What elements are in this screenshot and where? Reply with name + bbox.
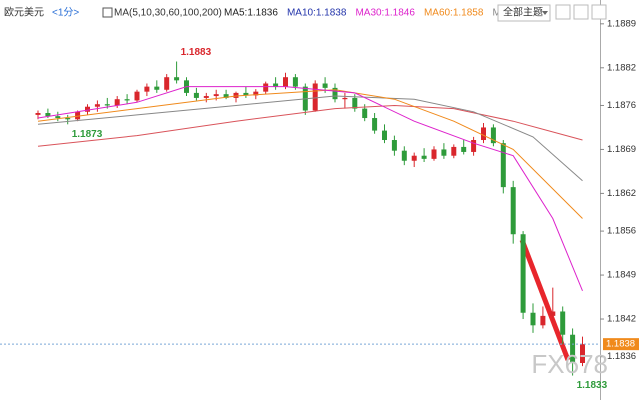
y-tick-label: 1.1856 (607, 226, 636, 237)
candle-body (372, 118, 378, 131)
y-tick-label: 1.1842 (607, 314, 636, 325)
candle-body (94, 104, 100, 107)
extreme-label: 1.1833 (577, 380, 608, 391)
candle-body (401, 150, 407, 161)
last-price-box (603, 338, 639, 351)
candle-body (124, 99, 130, 101)
candle-body (85, 106, 90, 112)
candle-body (490, 127, 496, 144)
y-tick-label: 1.1882 (607, 62, 636, 73)
extreme-label: 1.1883 (181, 47, 212, 58)
candle-body (193, 92, 199, 98)
candle-body (253, 91, 259, 96)
candle-body (164, 77, 170, 90)
ma-value: MA30:1.1846 (355, 8, 415, 19)
ma-value: MA5:1.1836 (224, 8, 278, 19)
period[interactable]: <1分> (52, 7, 79, 19)
candle-body (233, 92, 239, 98)
candle-body (520, 234, 526, 313)
candle-body (114, 99, 120, 106)
fullscreen-button[interactable] (591, 4, 607, 20)
candle-body (223, 94, 229, 98)
candle-body (134, 91, 140, 101)
candle-body (273, 83, 279, 87)
y-tick-label: 1.1836 (607, 351, 636, 362)
indicator-icon[interactable] (102, 7, 113, 18)
candle-body (560, 311, 566, 335)
ma-line (37, 89, 583, 219)
candle-body (382, 130, 387, 141)
candle-body (352, 97, 358, 109)
candle-body (154, 86, 160, 90)
candle-body (35, 113, 41, 115)
candle-body (322, 83, 328, 88)
candle-body (540, 315, 546, 326)
candle-body (471, 140, 477, 152)
candle-body (312, 83, 318, 111)
candle-body (481, 127, 486, 141)
settings-button[interactable] (573, 4, 589, 20)
candle-body (45, 113, 51, 117)
header: 欧元美元 <1分> MA(5,10,30,60,100,200) MA5:1.1… (4, 4, 607, 22)
dropdown-arrow (542, 11, 548, 15)
candle-body (292, 77, 298, 87)
indicator: MA(5,10,30,60,100,200) (114, 8, 222, 19)
candle-body (461, 146, 467, 152)
y-tick-label: 1.1849 (607, 270, 636, 281)
candle-body (104, 104, 110, 106)
candle-body (144, 86, 150, 92)
candle-body (332, 87, 338, 100)
y-tick-label: 1.1889 (607, 18, 636, 29)
candle-body (283, 77, 288, 87)
candle-body (421, 155, 427, 159)
candle-body (570, 334, 576, 363)
zoom-button[interactable] (555, 4, 571, 20)
candle-body (580, 344, 585, 363)
candle-body (530, 312, 536, 326)
ma-values: MA5:1.1836 MA10:1.1838 MA30:1.1846 MA60:1.1… (224, 8, 525, 19)
extreme-label: 1.1873 (72, 129, 103, 140)
candle-body (213, 94, 219, 97)
watermark: FX678 (531, 349, 608, 379)
ma-value: MA10:1.1838 (287, 8, 347, 19)
candle-body (65, 118, 71, 120)
candle-body (342, 97, 348, 100)
candle-body (174, 77, 180, 81)
candle-body (441, 149, 447, 156)
ma-line (37, 86, 583, 291)
candle-body (55, 116, 61, 119)
candle-body (75, 111, 81, 120)
candle-body (451, 146, 457, 156)
candle-body (203, 96, 209, 98)
candle-body (243, 92, 249, 96)
candle-body (510, 187, 516, 235)
theme-button[interactable] (497, 4, 551, 22)
candle-body (263, 83, 269, 92)
y-tick-label: 1.1869 (607, 144, 636, 155)
ma-line (37, 95, 583, 182)
candle-body (431, 149, 437, 159)
candle-body (411, 155, 417, 161)
ma-line (37, 104, 583, 147)
candle-body (500, 143, 506, 188)
ma-value: MA60:1.1858 (424, 8, 484, 19)
last-price-label: 1.1838 (606, 339, 635, 350)
y-tick-label: 1.1876 (607, 100, 636, 111)
trend-arrow (519, 239, 571, 361)
y-tick-label: 1.1862 (607, 188, 636, 199)
theme-label: 全部主题 (503, 6, 543, 19)
candle-body (391, 140, 397, 151)
candle-body (362, 108, 368, 119)
symbol: 欧元美元 (4, 6, 44, 19)
candle-body (550, 311, 556, 316)
